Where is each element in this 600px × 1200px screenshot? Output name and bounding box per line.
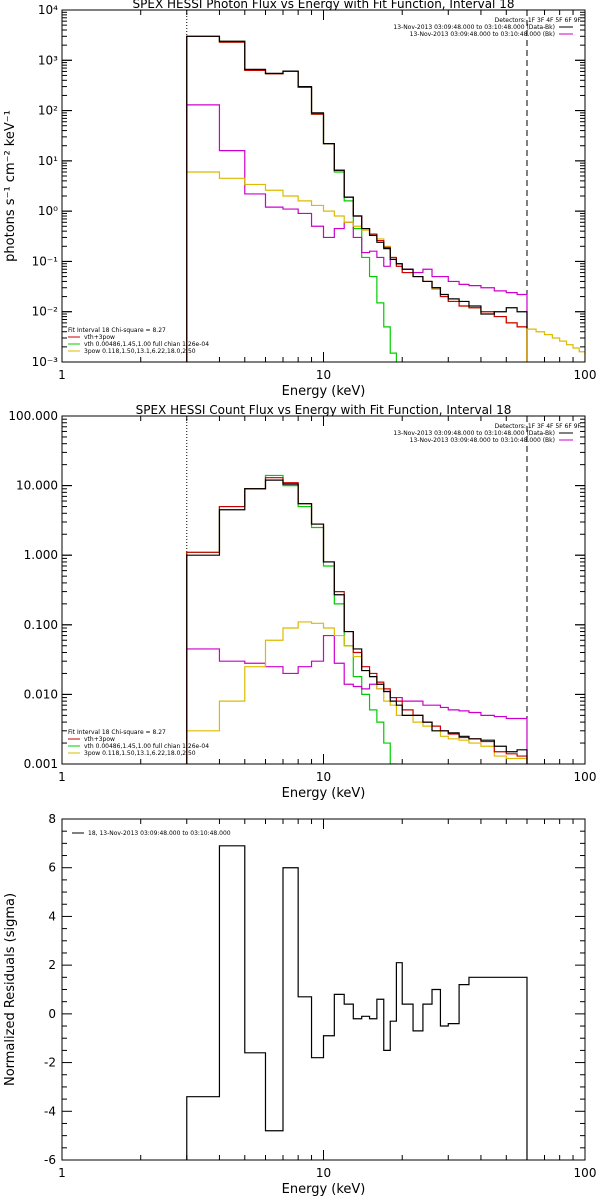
legend-text: 3pow 0.118,1.50,13.1,6.22,18.0,2.50 [84,750,196,757]
legend-text: 13-Nov-2013 03:09:48.000 to 03:10:48.000… [410,437,555,444]
x-tick-label: 1 [58,368,66,382]
y-axis-label: Normalized Residuals (sigma) [3,893,18,1086]
series-line-2 [186,634,528,764]
x-tick-label: 100 [574,1166,597,1180]
y-tick-label: 10.000 [16,479,58,493]
x-axis-label: Energy (keV) [282,786,366,801]
y-tick-label: 4 [48,909,56,923]
y-tick-label: 10⁻² [32,305,59,319]
chart-panel-2: 1 10 100 0.001 0.010 0.100 1.000 10.000 100.000 S… [8,403,597,801]
series-line-5 [186,479,528,764]
y-tick-label: 10¹ [38,154,58,168]
legend-text: 13-Nov-2013 03:09:48.000 to 03:10:48.000… [393,24,555,31]
y-tick-label: 100.000 [8,409,58,423]
series-line-3 [186,621,528,764]
y-tick-label: 10² [38,104,58,118]
y-tick-label: -4 [44,1104,56,1118]
legend-text: vth 0.00486,1.45,1.00 full chian 1.26e-0… [84,743,209,750]
legend-text: 13-Nov-2013 03:09:48.000 to 03:10:48.000… [410,31,555,38]
chart-title: SPEX HESSI Photon Flux vs Energy with Fi… [133,0,515,11]
y-tick-label: 0.010 [24,687,58,701]
x-tick-label: 100 [574,770,597,784]
legend-text: vth+3pow [84,736,115,743]
series-line-5 [186,35,528,362]
series-line-1 [186,845,528,1160]
y-tick-label: 0.001 [24,757,58,771]
chart-title: SPEX HESSI Count Flux vs Energy with Fit… [136,403,512,417]
y-tick-label: 1.000 [24,548,58,562]
series-group [186,35,585,362]
series-tail-1 [526,328,585,362]
y-tick-label: -6 [44,1153,56,1167]
y-tick-label: 0.100 [24,618,58,632]
x-tick-label: 10 [316,1166,331,1180]
series-group [186,474,528,764]
plot-frame [61,9,586,363]
legend-text: Detectors: 1F 3F 4F 5F 6F 9F [495,17,582,24]
y-tick-label: 10⁻³ [32,355,59,369]
y-tick-label: -2 [44,1056,56,1070]
x-axis-label: Energy (keV) [282,1182,366,1197]
y-axis-label: photons s⁻¹ cm⁻² keV⁻¹ [3,110,18,262]
series-line-3 [186,171,528,362]
y-tick-label: 0 [48,1007,56,1021]
series-line-2 [186,104,528,362]
series-line-4 [186,35,528,362]
plot-frame [61,818,586,1161]
y-tick-label: 10⁰ [38,204,58,218]
y-tick-label: 10³ [38,53,58,67]
x-tick-label: 10 [316,770,331,784]
y-tick-label: 10⁻¹ [32,254,59,268]
x-tick-label: 1 [58,1166,66,1180]
legend-text: 13-Nov-2013 03:09:48.000 to 03:10:48.000… [393,430,555,437]
series-group [186,845,528,1160]
x-tick-label: 10 [316,368,331,382]
x-axis-label: Energy (keV) [282,384,366,399]
y-tick-label: 8 [48,812,56,826]
y-tick-label: 6 [48,861,56,875]
x-tick-label: 1 [58,770,66,784]
legend-text: Fit Interval 18 Chi-square = 8.27 [68,729,166,736]
chart-panel-3: 1 10 100 -6 -4 -2 0 2 4 6 8 Energy (keV) Normalized … [3,812,597,1197]
legend-text: 18, 13-Nov-2013 03:09:48.000 to 03:10:48… [88,830,231,837]
y-tick-label: 10⁴ [38,3,58,17]
plot-frame [61,415,586,765]
legend-text: vth+3pow [84,334,115,341]
legend-text: Detectors: 1F 3F 4F 5F 6F 9F [495,423,582,430]
legend-text: 3pow 0.118,1.50,13.1,6.22,18.0,2.50 [84,348,196,355]
chart-panel-1: 1 10 100 10⁻³ 10⁻² 10⁻¹ 10⁰ 10¹ 10² 10³ 10⁴ SPEX HE… [3,0,597,399]
y-tick-label: 2 [48,958,56,972]
legend-text: Fit Interval 18 Chi-square = 8.27 [68,327,166,334]
legend-text: vth 0.00486,1.45,1.00 full chian 1.26e-0… [84,341,209,348]
series-line-4 [186,477,528,764]
x-tick-label: 100 [574,368,597,382]
